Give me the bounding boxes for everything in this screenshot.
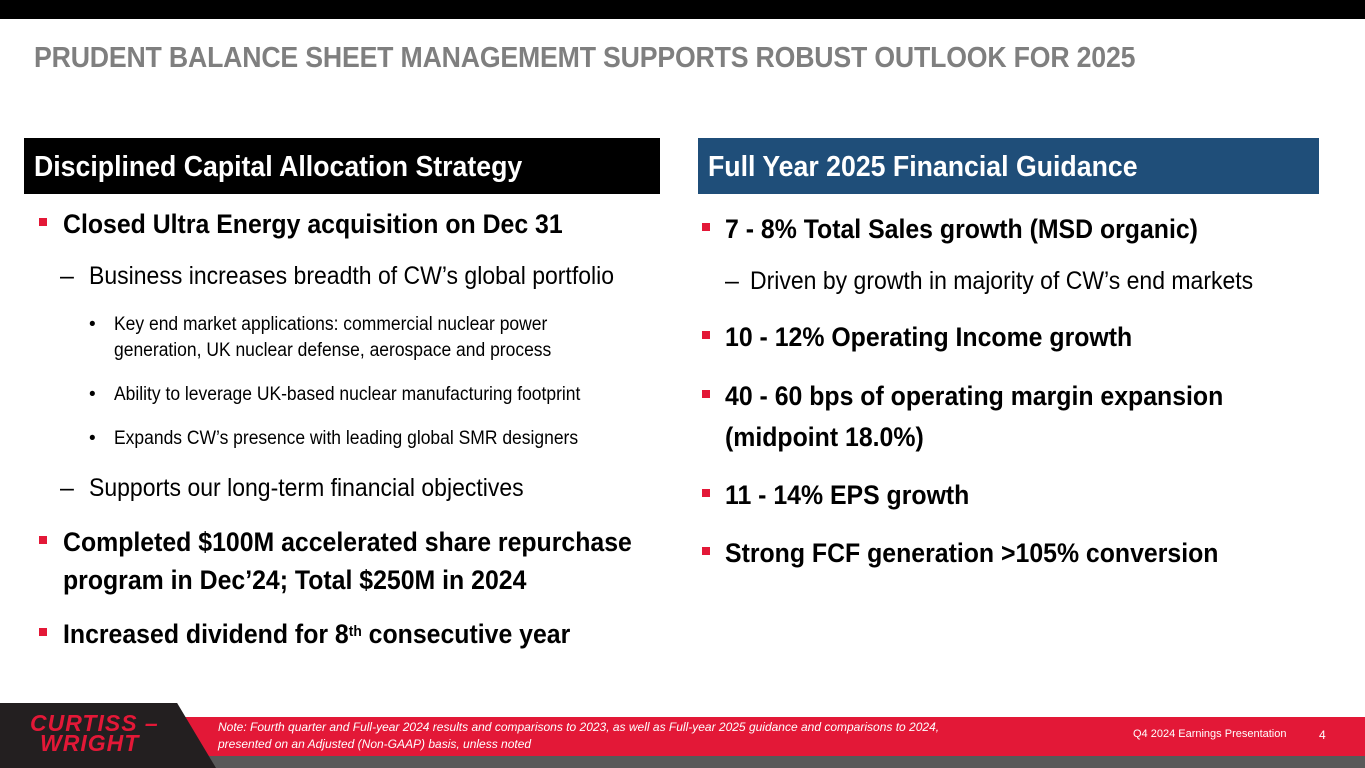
footer-note: Note: Fourth quarter and Full-year 2024 …	[218, 720, 940, 751]
bullet-square	[702, 331, 710, 339]
right-sub-dash: –	[725, 267, 739, 295]
right-panel-header: Full Year 2025 Financial Guidance	[698, 138, 1319, 194]
right-bullet-1: 7 - 8% Total Sales growth (MSD organic)	[725, 214, 1198, 244]
left-detail-3: Expands CW’s presence with leading globa…	[114, 428, 579, 449]
footer-strip	[0, 756, 1365, 768]
left-panel-header: Disciplined Capital Allocation Strategy	[24, 138, 660, 194]
left-bullet-3: Increased dividend for 8th consecutive y…	[63, 619, 571, 649]
right-bullet-4: 11 - 14% EPS growth	[725, 480, 970, 510]
left-sub-bullet-1-text: Business increases breadth of CW’s globa…	[89, 262, 615, 290]
left-sub-bullet-2: –	[60, 474, 74, 502]
presentation-label: Q4 2024 Earnings Presentation	[1133, 728, 1287, 740]
left-bullet-1: Closed Ultra Energy acquisition on Dec 3…	[63, 209, 563, 239]
left-bullet-2a: Completed $100M accelerated share repurc…	[63, 527, 632, 557]
logo-background	[0, 703, 216, 768]
bullet-square	[702, 223, 710, 231]
right-bullet-3b: (midpoint 18.0%)	[725, 422, 924, 452]
bullet-square	[39, 218, 47, 226]
dot-1: •	[89, 314, 96, 335]
top-bar	[0, 0, 1365, 19]
left-detail-1b: generation, UK nuclear defense, aerospac…	[114, 340, 552, 361]
right-sub-bullet-1: Driven by growth in majority of CW’s end…	[750, 267, 1254, 295]
bullet-square	[702, 489, 710, 497]
bullet-square	[702, 547, 710, 555]
page-title: PRUDENT BALANCE SHEET MANAGEMEMT SUPPORT…	[34, 42, 1136, 74]
left-sub-bullet-1: –	[60, 262, 74, 290]
bullet-square	[702, 390, 710, 398]
bullet-square	[39, 536, 47, 544]
right-bullet-3a: 40 - 60 bps of operating margin expansio…	[725, 381, 1224, 411]
bullet-square	[39, 628, 47, 636]
left-detail-2: Ability to leverage UK-based nuclear man…	[114, 384, 581, 405]
page-number: 4	[1319, 728, 1326, 742]
right-bullet-5: Strong FCF generation >105% conversion	[725, 538, 1219, 568]
left-bullet-2b: program in Dec’24; Total $250M in 2024	[63, 565, 527, 595]
dot-3: •	[89, 428, 96, 449]
dot-2: •	[89, 384, 96, 405]
right-bullet-2: 10 - 12% Operating Income growth	[725, 322, 1133, 352]
footer-bar	[0, 717, 1365, 756]
left-detail-1a: Key end market applications: commercial …	[114, 314, 548, 335]
left-sub-bullet-2-text: Supports our long-term financial objecti…	[89, 474, 524, 502]
curtiss-wright-logo: CURTISS – WRIGHT	[30, 710, 159, 756]
